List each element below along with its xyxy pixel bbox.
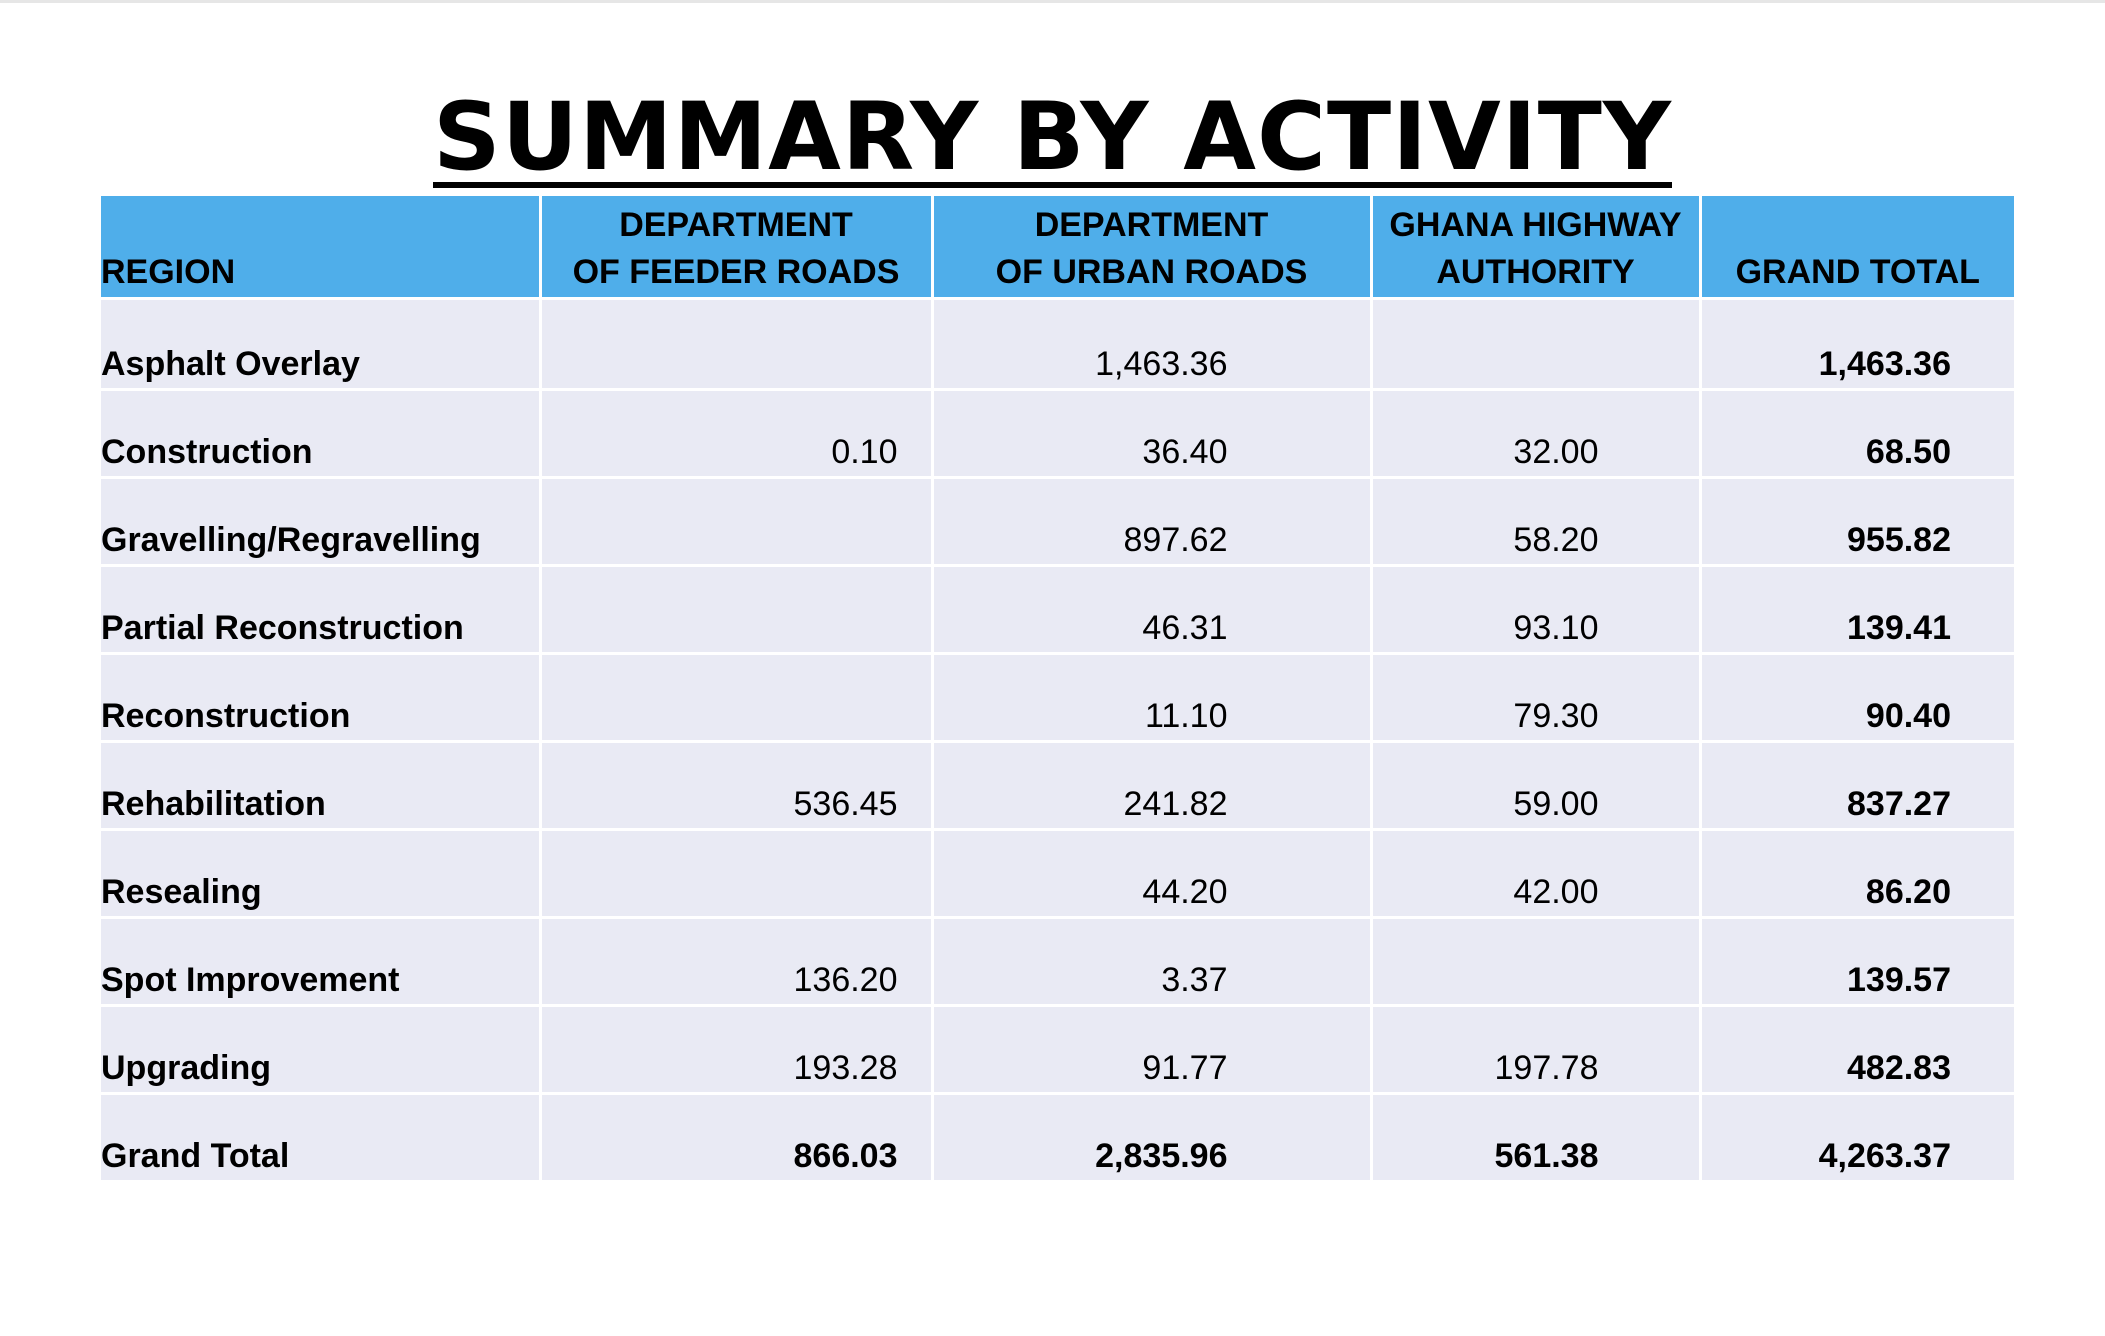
grand-total-row: Grand Total 866.03 2,835.96 561.38 4,263.37 bbox=[101, 1092, 2014, 1183]
table-row: Gravelling/Regravelling 897.62 58.20 955.82 bbox=[101, 476, 2014, 567]
table-row: Reconstruction 11.10 79.30 90.40 bbox=[101, 652, 2014, 743]
table-row: Resealing 44.20 42.00 86.20 bbox=[101, 828, 2014, 919]
urban-roads-cell: 3.37 bbox=[930, 916, 1373, 1007]
feeder-roads-cell bbox=[538, 297, 934, 391]
summary-table-container: REGION DEPARTMENT OF FEEDER ROADS DEPART… bbox=[101, 196, 2014, 1183]
feeder-roads-cell bbox=[538, 564, 934, 655]
highway-authority-cell: 93.10 bbox=[1369, 564, 1702, 655]
activity-cell: Grand Total bbox=[101, 1092, 542, 1183]
grand-total-cell: 90.40 bbox=[1698, 652, 2014, 743]
grand-total-cell: 139.57 bbox=[1698, 916, 2014, 1007]
urban-roads-cell: 241.82 bbox=[930, 740, 1373, 831]
highway-authority-cell: 32.00 bbox=[1369, 388, 1702, 479]
summary-table: REGION DEPARTMENT OF FEEDER ROADS DEPART… bbox=[101, 196, 2014, 1183]
urban-roads-cell: 46.31 bbox=[930, 564, 1373, 655]
table-body: Asphalt Overlay 1,463.36 1,463.36 Construct… bbox=[101, 297, 2014, 1183]
table-row: Spot Improvement 136.20 3.37 139.57 bbox=[101, 916, 2014, 1007]
header-row: REGION DEPARTMENT OF FEEDER ROADS DEPART… bbox=[101, 196, 2014, 300]
grand-total-cell: 86.20 bbox=[1698, 828, 2014, 919]
urban-roads-cell: 1,463.36 bbox=[930, 297, 1373, 391]
grand-total-cell: 955.82 bbox=[1698, 476, 2014, 567]
activity-cell: Reconstruction bbox=[101, 652, 542, 743]
grand-total-cell: 482.83 bbox=[1698, 1004, 2014, 1095]
activity-cell: Gravelling/Regravelling bbox=[101, 476, 542, 567]
feeder-roads-cell: 193.28 bbox=[538, 1004, 934, 1095]
activity-cell: Upgrading bbox=[101, 1004, 542, 1095]
grand-total-cell: 837.27 bbox=[1698, 740, 2014, 831]
highway-authority-cell: 58.20 bbox=[1369, 476, 1702, 567]
urban-roads-cell: 11.10 bbox=[930, 652, 1373, 743]
grand-total-cell: 68.50 bbox=[1698, 388, 2014, 479]
table-row: Construction 0.10 36.40 32.00 68.50 bbox=[101, 388, 2014, 479]
highway-authority-cell: 79.30 bbox=[1369, 652, 1702, 743]
header-grand-total: GRAND TOTAL bbox=[1698, 196, 2014, 300]
table-row: Partial Reconstruction 46.31 93.10 139.41 bbox=[101, 564, 2014, 655]
activity-cell: Rehabilitation bbox=[101, 740, 542, 831]
grand-total-cell: 139.41 bbox=[1698, 564, 2014, 655]
highway-authority-cell: 197.78 bbox=[1369, 1004, 1702, 1095]
activity-cell: Asphalt Overlay bbox=[101, 297, 542, 391]
highway-authority-cell: 59.00 bbox=[1369, 740, 1702, 831]
header-region: REGION bbox=[101, 196, 542, 300]
table-row: Rehabilitation 536.45 241.82 59.00 837.27 bbox=[101, 740, 2014, 831]
grand-total-cell: 1,463.36 bbox=[1698, 297, 2014, 391]
table-row: Upgrading 193.28 91.77 197.78 482.83 bbox=[101, 1004, 2014, 1095]
urban-roads-cell: 897.62 bbox=[930, 476, 1373, 567]
highway-authority-cell: 561.38 bbox=[1369, 1092, 1702, 1183]
activity-cell: Partial Reconstruction bbox=[101, 564, 542, 655]
highway-authority-cell bbox=[1369, 297, 1702, 391]
header-urban-roads: DEPARTMENT OF URBAN ROADS bbox=[930, 196, 1373, 300]
header-feeder-roads: DEPARTMENT OF FEEDER ROADS bbox=[538, 196, 934, 300]
page-title-text: SUMMARY BY ACTIVITY bbox=[433, 83, 1672, 192]
feeder-roads-cell bbox=[538, 652, 934, 743]
feeder-roads-cell: 0.10 bbox=[538, 388, 934, 479]
urban-roads-cell: 2,835.96 bbox=[930, 1092, 1373, 1183]
table-header: REGION DEPARTMENT OF FEEDER ROADS DEPART… bbox=[101, 196, 2014, 300]
table-row: Asphalt Overlay 1,463.36 1,463.36 bbox=[101, 297, 2014, 391]
page-title: SUMMARY BY ACTIVITY bbox=[0, 88, 2105, 188]
urban-roads-cell: 91.77 bbox=[930, 1004, 1373, 1095]
activity-cell: Resealing bbox=[101, 828, 542, 919]
header-highway-authority: GHANA HIGHWAY AUTHORITY bbox=[1369, 196, 1702, 300]
activity-cell: Construction bbox=[101, 388, 542, 479]
feeder-roads-cell bbox=[538, 828, 934, 919]
urban-roads-cell: 44.20 bbox=[930, 828, 1373, 919]
feeder-roads-cell: 536.45 bbox=[538, 740, 934, 831]
grand-total-cell: 4,263.37 bbox=[1698, 1092, 2014, 1183]
feeder-roads-cell: 866.03 bbox=[538, 1092, 934, 1183]
highway-authority-cell: 42.00 bbox=[1369, 828, 1702, 919]
urban-roads-cell: 36.40 bbox=[930, 388, 1373, 479]
feeder-roads-cell bbox=[538, 476, 934, 567]
activity-cell: Spot Improvement bbox=[101, 916, 542, 1007]
highway-authority-cell bbox=[1369, 916, 1702, 1007]
feeder-roads-cell: 136.20 bbox=[538, 916, 934, 1007]
top-border-line bbox=[0, 0, 2105, 3]
